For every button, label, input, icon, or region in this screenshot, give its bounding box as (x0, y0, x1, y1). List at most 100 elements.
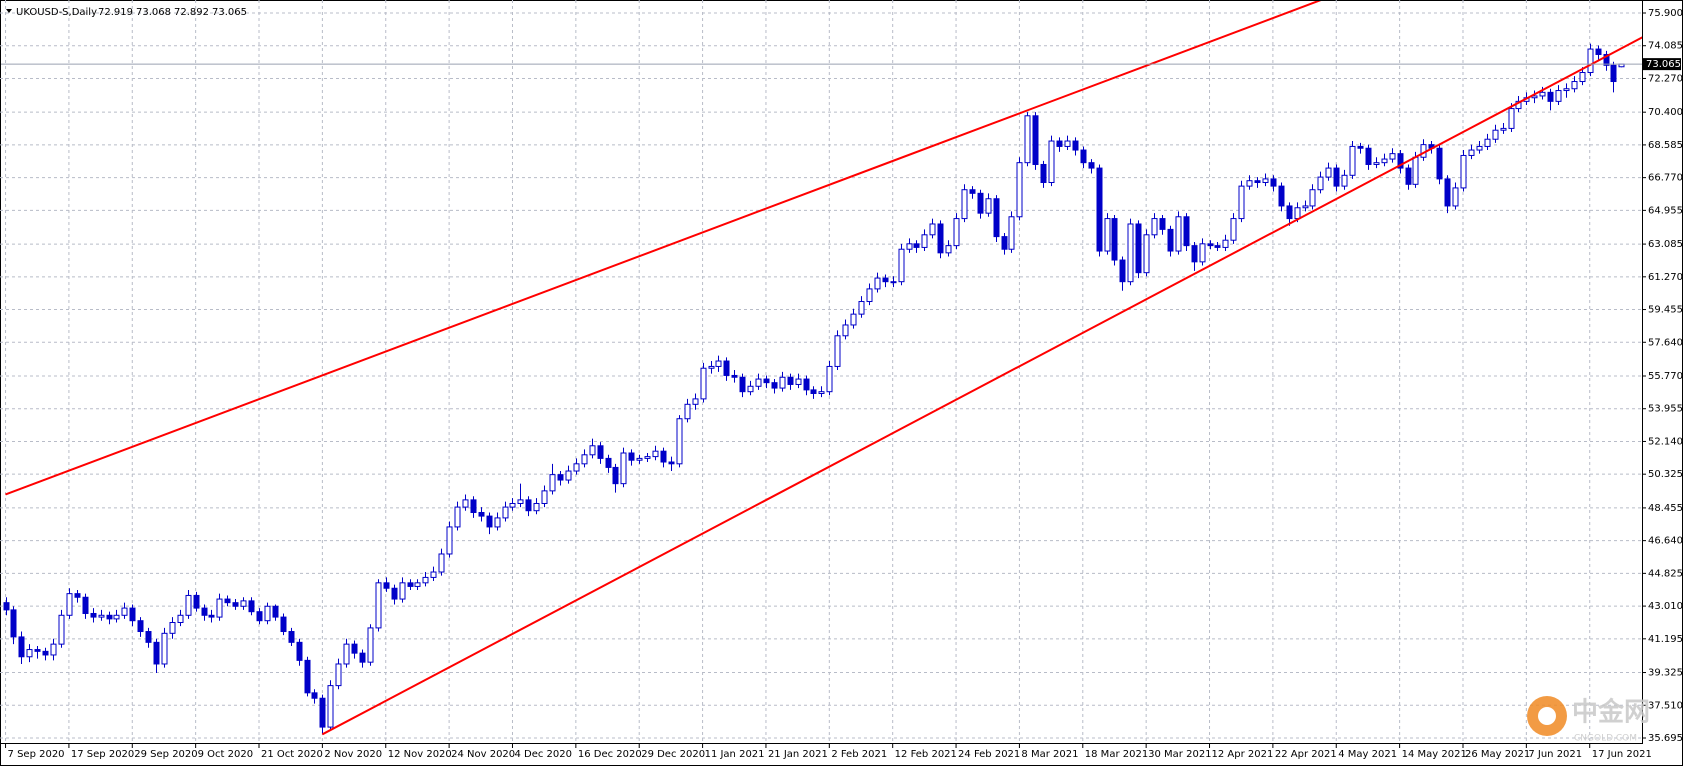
candle-body (3, 602, 10, 611)
candle-body (1492, 129, 1499, 140)
candle-body (890, 281, 897, 284)
candle-body (359, 652, 366, 663)
y-tick-label: 55.770 (1648, 371, 1683, 382)
candle-body (700, 367, 707, 400)
candle-body (644, 456, 651, 459)
candle-body (311, 692, 318, 699)
candle-body (1080, 149, 1087, 164)
candle-body (137, 620, 144, 633)
candle-body (708, 365, 715, 369)
candle-body (1603, 53, 1610, 66)
candle-body (113, 614, 120, 620)
candle-body (74, 593, 81, 598)
menu-arrow[interactable] (6, 9, 12, 13)
candle-body (1048, 140, 1055, 184)
candle-body (66, 593, 73, 616)
candle-body (620, 452, 627, 485)
candle-body (1183, 216, 1190, 247)
x-tick-label: 2 Nov 2020 (324, 749, 382, 760)
candle-body (525, 499, 532, 512)
candle-body (929, 223, 936, 236)
candle-body (208, 614, 215, 618)
candle-body (438, 553, 445, 573)
candle-body (858, 301, 865, 315)
candle-body (541, 490, 548, 504)
candle-body (1254, 180, 1261, 184)
y-tick-label: 46.640 (1648, 536, 1683, 547)
candle-body (224, 598, 231, 604)
candle-body (937, 223, 944, 254)
candle-body (509, 502, 516, 508)
candle-body (1484, 138, 1491, 147)
candle-body (343, 643, 350, 665)
candle-body (1056, 140, 1063, 147)
candle-body (1040, 163, 1047, 184)
x-tick-label: 24 Nov 2020 (451, 749, 515, 760)
candle-body (874, 277, 881, 290)
candle-body (256, 611, 263, 622)
candle-body (454, 506, 461, 528)
candle-body (121, 607, 128, 616)
y-tick-label: 75.900 (1648, 8, 1683, 19)
watermark: 中金网 CNGOLD.COM (1527, 696, 1650, 744)
candle-body (1405, 167, 1412, 185)
candle-body (161, 632, 168, 665)
x-tick-label: 8 Mar 2021 (1021, 749, 1078, 760)
candle-body (1476, 145, 1483, 151)
candle-body (82, 596, 89, 614)
x-tick-label: 22 Apr 2021 (1275, 749, 1337, 760)
candle-body (1381, 158, 1388, 164)
candle-body (1547, 91, 1554, 102)
candle-body (1143, 234, 1150, 274)
candle-body (177, 614, 184, 624)
candle-body (723, 360, 730, 376)
candle-body (1373, 162, 1380, 165)
candle-body (573, 463, 580, 472)
candle-body (1563, 88, 1570, 92)
x-tick-label: 7 Jun 2021 (1528, 749, 1582, 760)
candle-body (1579, 72, 1586, 83)
candle-body (367, 627, 374, 663)
candle-body (486, 515, 493, 528)
candle-body (898, 248, 905, 283)
x-tick-label: 4 Dec 2020 (514, 749, 572, 760)
candle-body (961, 189, 968, 220)
candle-body (787, 376, 794, 385)
candle-body (803, 378, 810, 391)
candle-body (1571, 81, 1578, 90)
candle-body (383, 582, 390, 589)
x-tick-label: 29 Sep 2020 (134, 749, 197, 760)
candle-body (779, 376, 786, 389)
candle-body (1135, 223, 1142, 274)
candle-body (1246, 180, 1253, 187)
candle-body (945, 245, 952, 254)
y-tick-label: 64.955 (1648, 205, 1683, 216)
candle-body (414, 582, 421, 587)
candle-body (296, 641, 303, 661)
trendline (5, 1, 1322, 496)
candle-body (826, 365, 833, 393)
candle-body (10, 609, 17, 638)
x-tick-label: 12 Feb 2021 (895, 749, 957, 760)
candle-body (612, 466, 619, 485)
x-tick-label: 17 Sep 2020 (71, 749, 134, 760)
candle-body (818, 391, 825, 394)
candle-body (1531, 95, 1538, 99)
x-tick-label: 26 May 2021 (1465, 749, 1530, 760)
candle-body (1270, 178, 1277, 187)
candle-body (351, 643, 358, 654)
candle-body (533, 502, 540, 512)
candle-body (517, 499, 524, 504)
candle-body (153, 641, 160, 665)
high-value: 73.068 (136, 7, 171, 18)
watermark-logo-center (1538, 707, 1556, 725)
candle-body (913, 243, 920, 248)
candle-body (34, 649, 41, 652)
candle-body (636, 457, 643, 461)
candle-body (747, 385, 754, 393)
candle-body (597, 445, 604, 459)
candle-body (1008, 216, 1015, 250)
candle-body (589, 445, 596, 456)
candle-body (494, 517, 501, 528)
